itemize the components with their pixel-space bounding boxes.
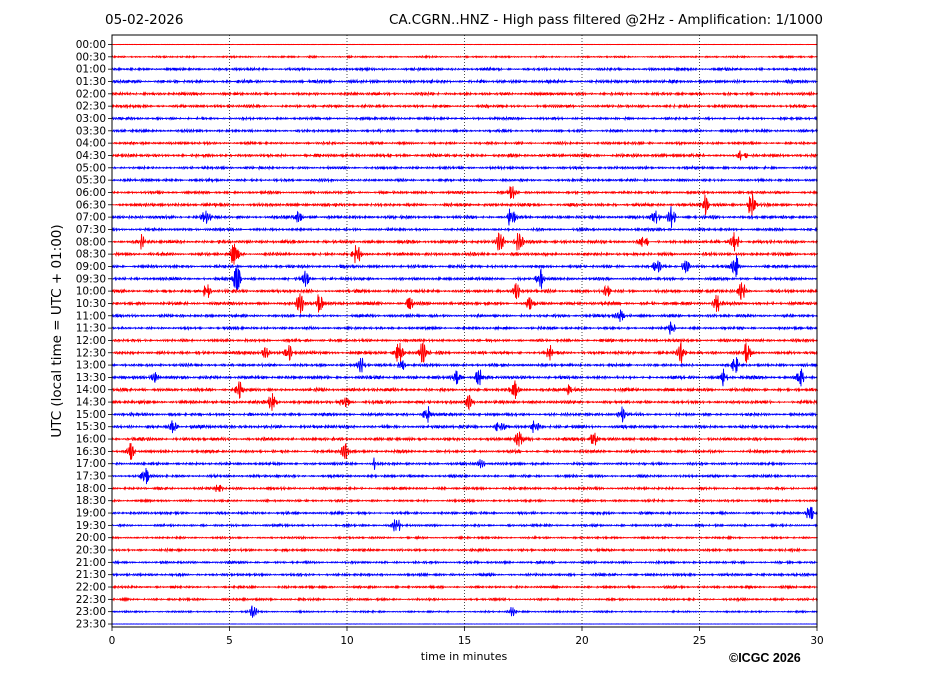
x-tick-label: 5 xyxy=(226,635,233,647)
trace-0700 xyxy=(111,206,818,228)
trace-1000 xyxy=(111,282,818,300)
trace-0030 xyxy=(111,54,818,60)
y-tick-label: 19:00 xyxy=(76,508,106,520)
y-tick-label: 11:00 xyxy=(76,310,106,322)
y-axis-ticks: 00:0000:3001:0001:3002:0002:3003:0003:30… xyxy=(76,39,112,631)
y-tick-label: 03:00 xyxy=(76,113,106,125)
y-tick-label: 21:30 xyxy=(76,569,106,581)
y-tick-label: 01:30 xyxy=(76,76,106,88)
trace-0630 xyxy=(111,193,818,216)
y-tick-label: 01:00 xyxy=(76,64,106,76)
x-axis-ticks: 0 5 10 15 20 25 30 xyxy=(109,627,824,647)
trace-0100 xyxy=(111,66,818,73)
y-axis-label: UTC (local time = UTC + 01:00) xyxy=(49,224,65,438)
y-tick-label: 06:30 xyxy=(76,199,106,211)
y-tick-label: 08:00 xyxy=(76,236,106,248)
y-tick-label: 23:30 xyxy=(76,619,106,631)
y-tick-label: 11:30 xyxy=(76,323,106,335)
y-tick-label: 13:00 xyxy=(76,360,106,372)
trace-1900 xyxy=(111,506,818,520)
trace-0230 xyxy=(111,103,818,110)
y-tick-label: 02:00 xyxy=(76,88,106,100)
trace-0200 xyxy=(111,90,818,97)
y-tick-label: 00:00 xyxy=(76,39,106,51)
y-tick-label: 19:30 xyxy=(76,520,106,532)
x-tick-label: 20 xyxy=(575,635,588,647)
y-tick-label: 22:30 xyxy=(76,594,106,606)
x-tick-label: 10 xyxy=(340,635,353,647)
trace-1500 xyxy=(111,406,818,423)
y-tick-label: 18:00 xyxy=(76,483,106,495)
y-tick-label: 05:30 xyxy=(76,175,106,187)
trace-1200 xyxy=(111,337,818,344)
y-tick-label: 14:00 xyxy=(76,384,106,396)
trace-2030 xyxy=(111,547,818,554)
trace-1100 xyxy=(111,309,818,323)
y-tick-label: 03:30 xyxy=(76,125,106,137)
y-tick-label: 08:30 xyxy=(76,249,106,261)
trace-0300 xyxy=(111,115,818,122)
y-tick-label: 10:00 xyxy=(76,286,106,298)
y-tick-label: 20:00 xyxy=(76,532,106,544)
y-tick-label: 22:00 xyxy=(76,582,106,594)
y-tick-label: 15:00 xyxy=(76,409,106,421)
y-tick-label: 16:00 xyxy=(76,434,106,446)
trace-0130 xyxy=(111,78,818,85)
trace-1230 xyxy=(111,341,818,364)
y-tick-label: 12:30 xyxy=(76,347,106,359)
y-tick-label: 09:30 xyxy=(76,273,106,285)
y-tick-label: 10:30 xyxy=(76,298,106,310)
y-tick-label: 14:30 xyxy=(76,397,106,409)
trace-0800 xyxy=(111,232,818,252)
trace-1530 xyxy=(111,420,818,434)
chart-date: 05-02-2026 xyxy=(105,12,184,28)
y-tick-label: 07:00 xyxy=(76,212,106,224)
chart-title: CA.CGRN..HNZ - High pass filtered @2Hz -… xyxy=(388,12,823,28)
y-tick-label: 05:00 xyxy=(76,162,106,174)
x-axis-label: time in minutes xyxy=(420,650,508,663)
y-tick-label: 20:30 xyxy=(76,545,106,557)
y-tick-label: 15:30 xyxy=(76,421,106,433)
y-tick-label: 00:30 xyxy=(76,51,106,63)
x-tick-label: 25 xyxy=(693,635,706,647)
y-tick-label: 16:30 xyxy=(76,446,106,458)
y-tick-label: 07:30 xyxy=(76,224,106,236)
y-tick-label: 04:00 xyxy=(76,138,106,150)
y-tick-label: 06:00 xyxy=(76,187,106,199)
trace-0600 xyxy=(111,186,818,199)
trace-0730 xyxy=(111,226,818,233)
trace-1630 xyxy=(111,443,818,460)
trace-1130 xyxy=(111,321,818,335)
trace-2130 xyxy=(111,571,818,578)
plot-frame xyxy=(111,34,818,628)
y-tick-label: 04:30 xyxy=(76,150,106,162)
y-tick-label: 02:30 xyxy=(76,101,106,113)
trace-0900 xyxy=(111,255,818,278)
y-tick-label: 12:00 xyxy=(76,335,106,347)
y-tick-label: 21:00 xyxy=(76,557,106,569)
y-tick-label: 09:00 xyxy=(76,261,106,273)
copyright-label: ©ICGC 2026 xyxy=(729,651,801,665)
x-tick-label: 15 xyxy=(458,635,471,647)
y-tick-label: 23:00 xyxy=(76,606,106,618)
trace-1600 xyxy=(111,431,818,447)
x-tick-label: 30 xyxy=(810,635,823,647)
y-tick-label: 17:30 xyxy=(76,471,106,483)
trace-1700 xyxy=(111,457,818,470)
x-tick-label: 0 xyxy=(109,635,116,647)
y-tick-label: 13:30 xyxy=(76,372,106,384)
trace-2100 xyxy=(111,559,818,566)
y-tick-label: 17:00 xyxy=(76,458,106,470)
trace-2000 xyxy=(111,534,818,541)
y-tick-label: 18:30 xyxy=(76,495,106,507)
